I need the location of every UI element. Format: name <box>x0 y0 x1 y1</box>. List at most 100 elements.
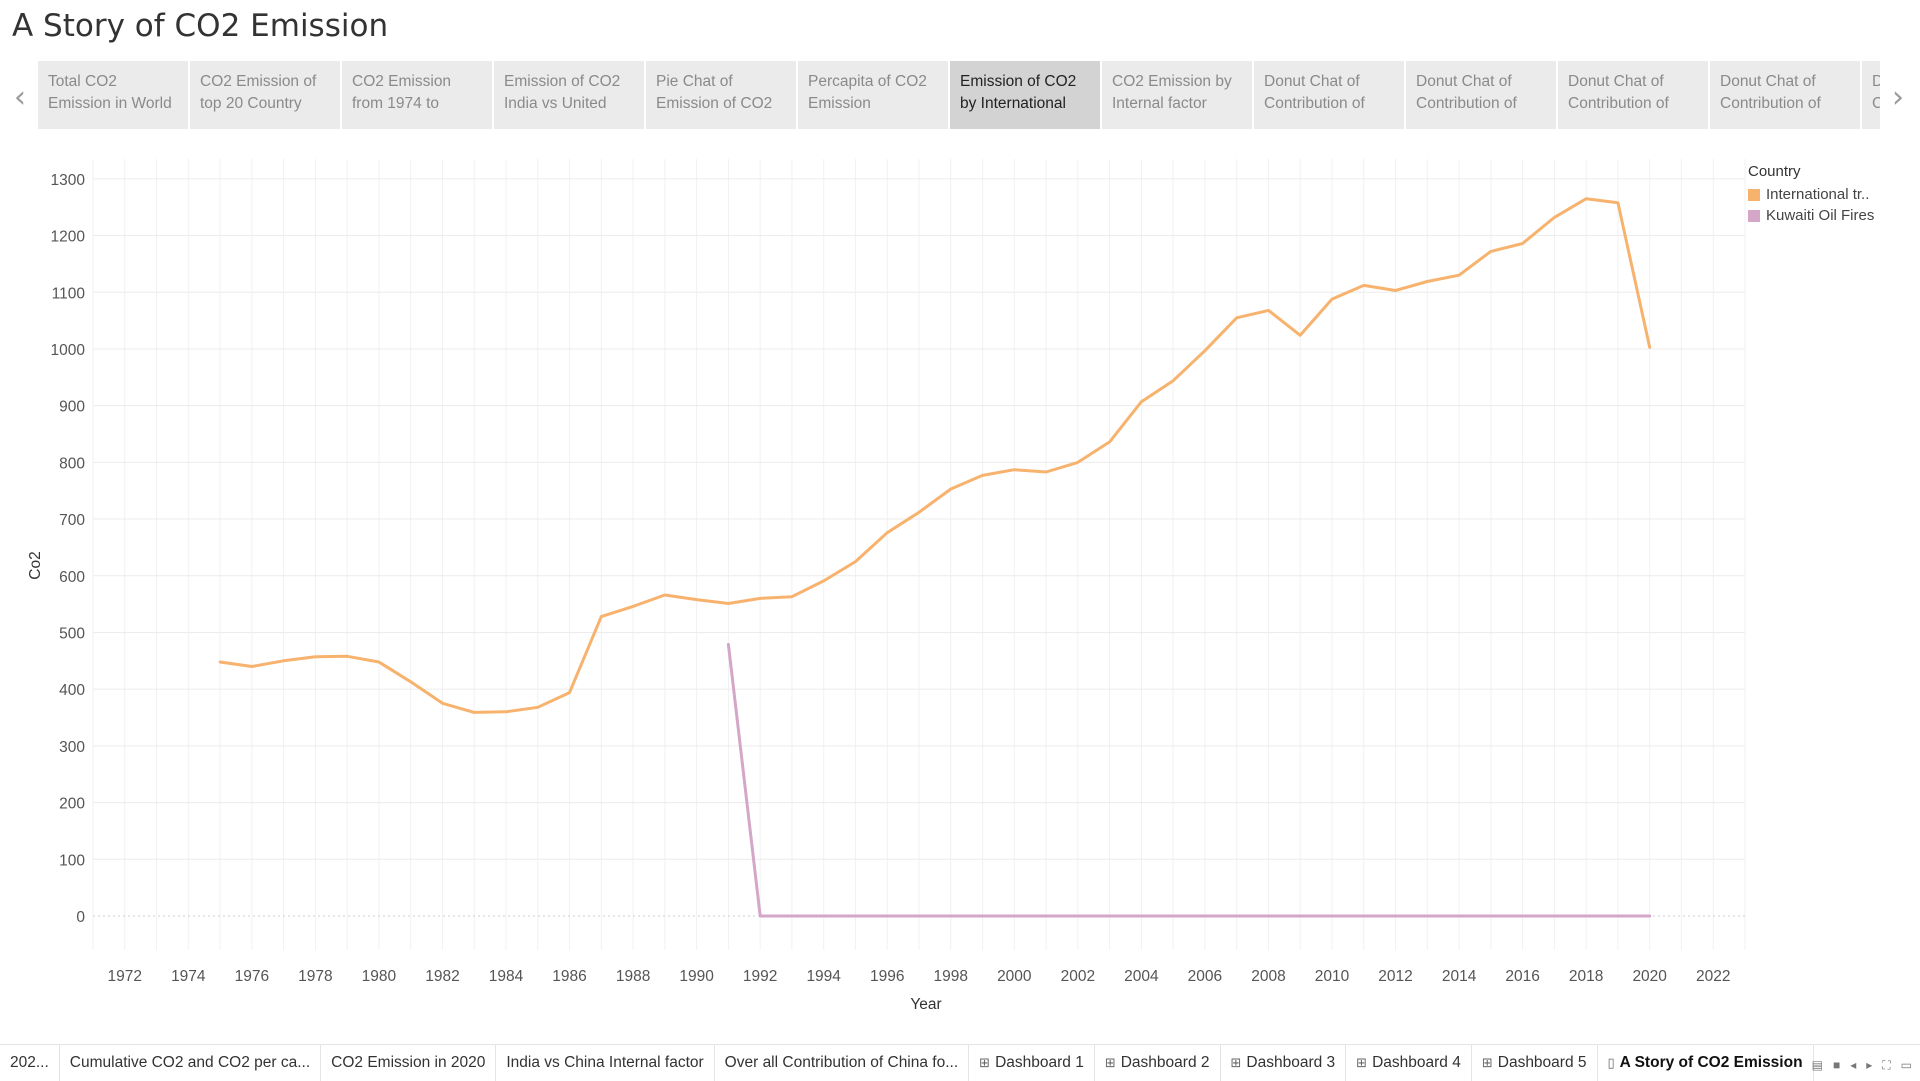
sheet-tab-8[interactable]: ⊞ Dashboard 3 <box>1221 1045 1347 1081</box>
legend: Country International tr.. Kuwaiti Oil Fi… <box>1748 163 1918 226</box>
series-line-1 <box>218 197 1652 714</box>
y-tick-label: 200 <box>59 796 85 813</box>
sheet-tab-label: A Story of CO2 Emission <box>1619 1054 1803 1071</box>
dashboard-icon: ⊞ <box>1230 1055 1242 1070</box>
sheet-tab-label: Over all Contribution of China fo... <box>724 1054 959 1071</box>
story-point-12[interactable]: Donut Chat of Contribution of <box>1710 61 1860 129</box>
legend-label: International tr.. <box>1766 186 1870 203</box>
dashboard-icon: ⊞ <box>979 1055 991 1070</box>
legend-swatch <box>1748 188 1760 201</box>
y-tick-label: 600 <box>59 569 85 586</box>
sheet-tab-label: Dashboard 5 <box>1497 1054 1587 1071</box>
story-point-5[interactable]: Pie Chat of Emission of CO2 <box>646 61 796 129</box>
sheet-tab-3[interactable]: CO2 Emission in 2020 <box>321 1045 497 1081</box>
sheet-tab-9[interactable]: ⊞ Dashboard 4 <box>1346 1045 1472 1081</box>
x-tick-label: 1978 <box>298 968 332 985</box>
x-tick-label: 2014 <box>1442 968 1477 985</box>
y-tick-label: 800 <box>59 455 85 472</box>
story-point-6[interactable]: Percapita of CO2 Emission <box>798 61 948 129</box>
story-point-9[interactable]: Donut Chat of Contribution of <box>1254 61 1404 129</box>
x-tick-label: 2004 <box>1124 968 1159 985</box>
x-axis-title: Year <box>910 996 941 1013</box>
x-tick-label: 1976 <box>235 968 269 985</box>
story-point-4[interactable]: Emission of CO2 India vs United <box>494 61 644 129</box>
sheet-tab-label: Cumulative CO2 and CO2 per ca... <box>69 1054 311 1071</box>
legend-item[interactable]: Kuwaiti Oil Fires <box>1748 205 1918 226</box>
sheet-tab-4[interactable]: India vs China Internal factor <box>496 1045 715 1081</box>
x-tick-label: 2016 <box>1505 968 1539 985</box>
chart-area: 0 100 200 300 400 500 600 700 800 900 1000 1100 1200… <box>0 150 1920 1030</box>
single-view-icon[interactable]: ■ <box>1832 1058 1841 1072</box>
sheet-tab-5[interactable]: Over all Contribution of China fo... <box>715 1045 970 1081</box>
sheet-tab-label: 202... <box>10 1054 49 1071</box>
x-tick-label: 1984 <box>489 968 524 985</box>
x-tick-label: 1986 <box>552 968 586 985</box>
x-tick-label: 2020 <box>1632 968 1667 985</box>
x-tick-label: 2010 <box>1315 968 1350 985</box>
story-point-1[interactable]: Total CO2 Emission in World <box>38 61 188 129</box>
story-icon: ▯ <box>1607 1055 1615 1070</box>
sheet-tab-label: CO2 Emission in 2020 <box>331 1054 486 1071</box>
chevron-left-icon[interactable]: ‹ <box>14 79 26 115</box>
sheet-tab-label: Dashboard 1 <box>995 1054 1084 1071</box>
present-icon[interactable]: ▭ <box>1900 1058 1912 1072</box>
x-tick-label: 1972 <box>108 968 142 985</box>
x-tick-label: 2022 <box>1696 968 1730 985</box>
dashboard-icon: ⊞ <box>1481 1055 1493 1070</box>
legend-title: Country <box>1748 163 1801 180</box>
sheet-tab-label: Dashboard 4 <box>1372 1054 1461 1071</box>
prev-sheet-icon[interactable]: ◂ <box>1850 1058 1857 1072</box>
x-tick-label: 2008 <box>1251 968 1285 985</box>
y-tick-label: 100 <box>59 852 85 869</box>
legend-swatch <box>1748 209 1760 222</box>
story-point-10[interactable]: Donut Chat of Contribution of <box>1406 61 1556 129</box>
sheet-tab-10[interactable]: ⊞ Dashboard 5 <box>1472 1045 1598 1081</box>
x-tick-label: 1980 <box>362 968 397 985</box>
story-point-7[interactable]: Emission of CO2 by International <box>950 61 1100 129</box>
x-tick-label: 1982 <box>425 968 459 985</box>
y-tick-label: 300 <box>59 739 85 756</box>
y-tick-label: 1300 <box>51 172 86 189</box>
story-title: A Story of CO2 Emission <box>12 8 389 44</box>
sheet-tab-11[interactable]: ▯ A Story of CO2 Emission <box>1598 1045 1814 1081</box>
story-point-3[interactable]: CO2 Emission from 1974 to <box>342 61 492 129</box>
x-tick-label: 2012 <box>1378 968 1412 985</box>
sheet-tab-1[interactable]: 202... <box>0 1045 60 1081</box>
y-tick-label: 500 <box>59 625 85 642</box>
story-point-2[interactable]: CO2 Emission of top 20 Country <box>190 61 340 129</box>
sheet-tab-2[interactable]: Cumulative CO2 and CO2 per ca... <box>60 1045 322 1081</box>
chevron-right-icon[interactable]: › <box>1892 79 1904 115</box>
y-axis-title: Co2 <box>27 551 44 579</box>
x-tick-label: 1992 <box>743 968 777 985</box>
sheet-tab-7[interactable]: ⊞ Dashboard 2 <box>1095 1045 1221 1081</box>
x-tick-label: 2006 <box>1188 968 1222 985</box>
x-tick-label: 2002 <box>1061 968 1095 985</box>
x-tick-label: 1998 <box>934 968 968 985</box>
x-tick-label: 1990 <box>679 968 714 985</box>
legend-item[interactable]: International tr.. <box>1748 184 1918 205</box>
x-tick-label: 1974 <box>171 968 206 985</box>
story-point-11[interactable]: Donut Chat of Contribution of <box>1558 61 1708 129</box>
y-tick-label: 0 <box>76 909 85 926</box>
dashboard-icon: ⊞ <box>1104 1055 1116 1070</box>
x-tick-label: 1996 <box>870 968 904 985</box>
legend-label: Kuwaiti Oil Fires <box>1766 207 1875 224</box>
sheet-tab-label: Dashboard 2 <box>1120 1054 1210 1071</box>
story-point-8[interactable]: CO2 Emission by Internal factor <box>1102 61 1252 129</box>
y-tick-label: 400 <box>59 682 85 699</box>
line-chart: 0 100 200 300 400 500 600 700 800 900 1000 1100 1200… <box>27 159 1746 1013</box>
x-tick-label: 2018 <box>1569 968 1603 985</box>
y-tick-label: 1200 <box>51 229 86 246</box>
next-sheet-icon[interactable]: ▸ <box>1866 1058 1873 1072</box>
sheet-tab-bar: 202... Cumulative CO2 and CO2 per ca... CO… <box>0 1044 1920 1081</box>
series-line-2 <box>726 642 1652 918</box>
fullscreen-icon[interactable]: ⛶ <box>1882 1058 1891 1072</box>
grid-view-icon[interactable]: ▤ <box>1811 1058 1823 1072</box>
sheet-tab-6[interactable]: ⊞ Dashboard 1 <box>969 1045 1095 1081</box>
y-tick-label: 1000 <box>51 342 86 359</box>
y-tick-label: 700 <box>59 512 85 529</box>
sheet-tab-label: India vs China Internal factor <box>506 1054 704 1071</box>
y-tick-label: 1100 <box>52 285 86 302</box>
sheet-tab-label: Dashboard 3 <box>1246 1054 1336 1071</box>
story-point-13[interactable]: Donut Chat of Contribution of <box>1862 61 1880 129</box>
